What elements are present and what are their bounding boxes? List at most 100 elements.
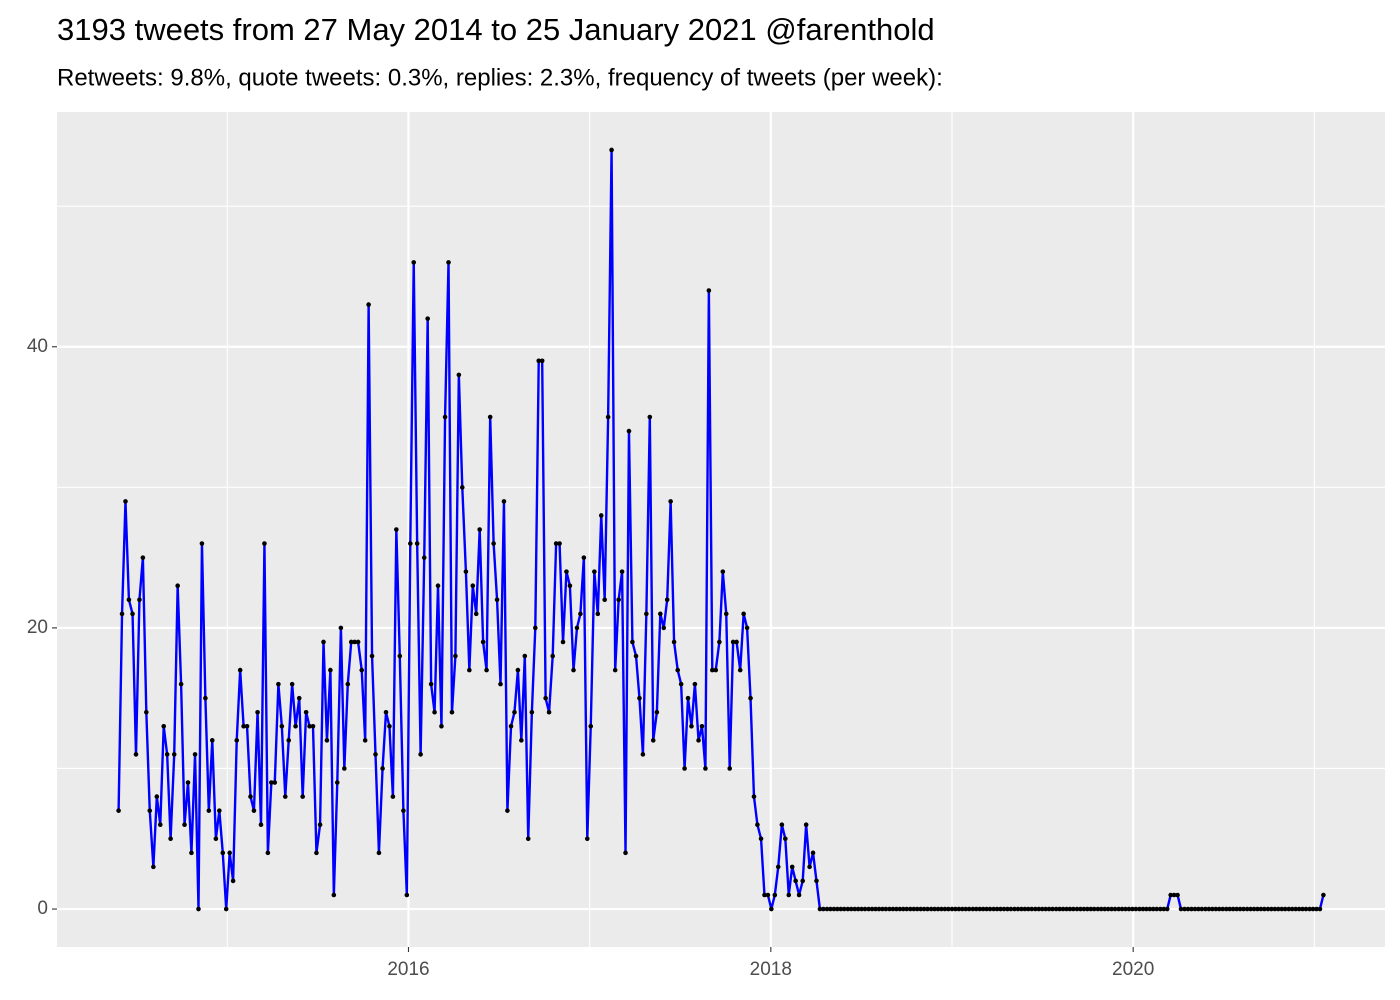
data-point bbox=[581, 555, 587, 560]
data-point bbox=[1060, 906, 1066, 912]
data-point bbox=[720, 569, 726, 574]
data-point bbox=[755, 822, 760, 828]
data-point bbox=[1171, 892, 1177, 898]
data-point bbox=[664, 597, 670, 603]
data-point bbox=[1008, 906, 1014, 912]
data-point bbox=[383, 709, 389, 715]
data-point bbox=[123, 499, 128, 504]
data-point bbox=[1130, 906, 1135, 912]
data-point bbox=[1244, 906, 1250, 912]
data-point bbox=[147, 808, 153, 813]
data-point bbox=[845, 906, 851, 912]
data-point bbox=[1258, 906, 1264, 912]
data-point bbox=[637, 695, 642, 701]
data-point bbox=[289, 681, 295, 687]
data-point bbox=[1282, 906, 1288, 912]
data-point bbox=[164, 752, 170, 757]
data-point bbox=[710, 667, 715, 673]
data-point bbox=[984, 906, 989, 912]
data-point bbox=[880, 906, 885, 912]
data-point bbox=[970, 906, 976, 912]
data-point bbox=[1158, 906, 1163, 912]
data-point bbox=[1033, 906, 1038, 912]
data-point bbox=[658, 611, 663, 617]
data-point bbox=[966, 906, 972, 912]
data-point bbox=[595, 611, 601, 617]
data-point bbox=[508, 724, 514, 729]
data-point bbox=[522, 653, 528, 659]
data-point bbox=[567, 583, 573, 589]
data-point bbox=[1262, 906, 1267, 912]
data-point bbox=[831, 906, 837, 912]
data-point bbox=[515, 667, 521, 673]
data-point bbox=[814, 878, 819, 884]
data-point bbox=[869, 906, 875, 912]
data-point bbox=[529, 709, 535, 715]
data-point bbox=[1067, 906, 1073, 912]
data-point bbox=[334, 780, 340, 785]
data-point bbox=[1234, 906, 1239, 912]
data-point bbox=[467, 667, 472, 673]
data-point bbox=[1189, 906, 1194, 912]
data-point bbox=[564, 569, 569, 574]
data-point bbox=[505, 808, 510, 813]
data-point bbox=[616, 597, 621, 603]
x-tick-label: 2018 bbox=[750, 959, 792, 980]
data-point bbox=[425, 316, 430, 321]
data-point bbox=[1039, 906, 1045, 912]
data-point bbox=[251, 808, 257, 813]
data-point bbox=[939, 906, 944, 912]
data-point bbox=[921, 906, 927, 912]
data-point bbox=[543, 695, 548, 701]
data-point bbox=[626, 428, 632, 434]
data-point bbox=[835, 906, 840, 912]
data-point bbox=[397, 653, 403, 659]
data-point bbox=[713, 667, 719, 673]
data-point bbox=[584, 836, 590, 842]
data-point bbox=[536, 358, 542, 364]
data-point bbox=[321, 639, 326, 645]
data-point bbox=[314, 850, 319, 856]
data-point bbox=[203, 695, 208, 701]
data-point bbox=[1192, 906, 1198, 912]
data-point bbox=[282, 794, 288, 799]
data-point bbox=[1307, 906, 1312, 912]
data-point bbox=[1230, 906, 1236, 912]
data-point bbox=[942, 906, 948, 912]
data-point bbox=[446, 260, 451, 265]
data-point bbox=[1303, 906, 1309, 912]
data-point bbox=[491, 541, 496, 546]
data-point bbox=[588, 724, 594, 729]
data-point bbox=[783, 836, 788, 842]
data-point bbox=[744, 625, 750, 631]
data-point bbox=[699, 724, 705, 729]
data-point bbox=[894, 906, 899, 912]
data-point bbox=[373, 752, 378, 757]
data-point bbox=[116, 808, 121, 813]
data-point bbox=[1057, 906, 1062, 912]
data-point bbox=[883, 906, 889, 912]
data-point bbox=[1022, 906, 1028, 912]
data-point bbox=[463, 569, 469, 574]
data-point bbox=[494, 597, 500, 603]
data-point bbox=[1272, 906, 1278, 912]
data-point bbox=[324, 738, 330, 743]
data-point bbox=[623, 850, 628, 856]
data-point bbox=[654, 709, 660, 715]
data-point bbox=[439, 724, 444, 729]
y-tick-label: 0 bbox=[37, 898, 48, 919]
data-point bbox=[1237, 906, 1243, 912]
data-point bbox=[706, 288, 712, 293]
data-point bbox=[293, 724, 298, 729]
data-point bbox=[1314, 906, 1319, 912]
data-point bbox=[234, 738, 240, 743]
data-point bbox=[1275, 906, 1281, 912]
data-point bbox=[612, 667, 618, 673]
data-point bbox=[1053, 906, 1059, 912]
data-point bbox=[1150, 906, 1156, 912]
data-point bbox=[932, 906, 937, 912]
data-point bbox=[1133, 906, 1139, 912]
data-point bbox=[255, 709, 260, 715]
data-point bbox=[175, 583, 180, 589]
